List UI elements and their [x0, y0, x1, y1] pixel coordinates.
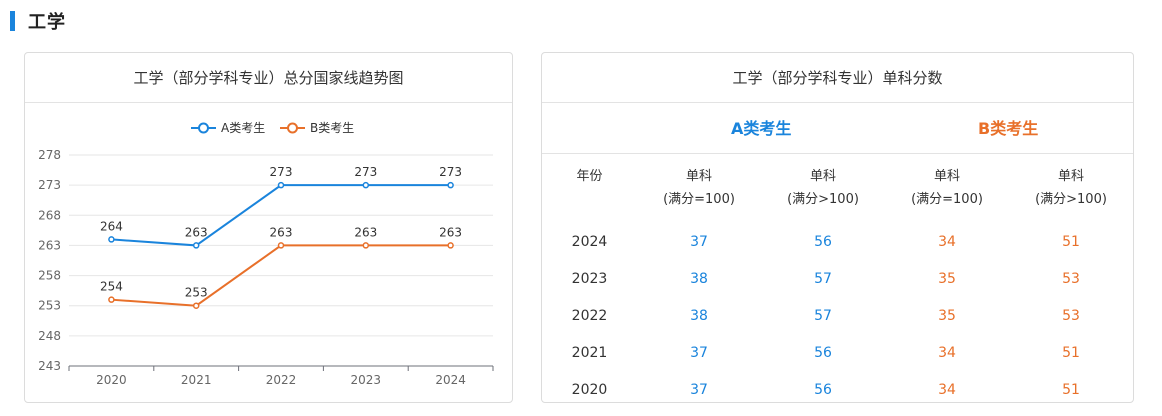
x-tick-label: 2021 — [181, 373, 212, 387]
data-point — [447, 242, 454, 249]
cell-b-over100: 53 — [1062, 270, 1080, 287]
data-label: 253 — [185, 286, 208, 300]
trend-line-chart: 243 248 253 258 263 268 273 278 2020 2021 2022 2023… — [38, 121, 494, 387]
chart-card-title: 工学（部分学科专业）总分国家线趋势图 — [25, 53, 512, 103]
cell-b-full100: 34 — [938, 381, 956, 398]
legend-label: B类考生 — [310, 121, 354, 135]
table-row: 2022 38 57 35 53 — [542, 297, 1133, 334]
data-label: 264 — [100, 219, 123, 233]
cell-a-over100: 56 — [814, 233, 832, 250]
legend-marker — [198, 122, 209, 134]
legend-label: A类考生 — [221, 121, 265, 135]
cell-a-full100: 37 — [690, 233, 708, 250]
cell-a-full100: 38 — [690, 307, 708, 324]
x-tick-label: 2024 — [435, 373, 466, 387]
data-point — [192, 302, 200, 309]
table-row: 2024 37 56 34 51 — [542, 223, 1133, 260]
y-tick-label: 243 — [38, 359, 61, 373]
y-tick-label: 273 — [38, 178, 61, 192]
cell-b-full100: 35 — [938, 307, 956, 324]
col-header-a-over100: 单科 (满分>100) — [787, 169, 859, 207]
col-header-b-full100: 单科 (满分=100) — [911, 169, 983, 207]
data-point — [108, 236, 115, 243]
cell-year: 2021 — [571, 344, 608, 361]
table-header-row: 年份 单科 (满分=100) 单科 (满分>100) 单科 (满分=100) 单科 (满… — [542, 155, 1133, 223]
group-a-header: A类考生 — [731, 119, 792, 138]
cell-b-full100: 34 — [938, 344, 956, 361]
y-tick-label: 263 — [38, 238, 61, 252]
data-point — [108, 296, 115, 303]
col-header-a-full100: 单科 (满分=100) — [663, 169, 735, 207]
cell-year: 2024 — [571, 233, 608, 250]
cell-a-full100: 37 — [690, 381, 708, 398]
cell-b-over100: 51 — [1062, 381, 1080, 398]
cell-year: 2023 — [571, 270, 608, 287]
data-label: 263 — [354, 225, 377, 239]
col-header-year: 年份 — [576, 169, 603, 184]
cell-b-full100: 34 — [938, 233, 956, 250]
y-tick-label: 278 — [38, 148, 61, 162]
table-card-title: 工学（部分学科专业）单科分数 — [542, 53, 1133, 103]
cell-b-full100: 35 — [938, 270, 956, 287]
cell-a-full100: 38 — [690, 270, 708, 287]
x-tick-label: 2023 — [351, 373, 382, 387]
cell-b-over100: 51 — [1062, 233, 1080, 250]
y-tick-label: 268 — [38, 208, 61, 222]
section-header: 工学 — [10, 10, 66, 33]
col-header-b-over100: 单科 (满分>100) — [1035, 169, 1107, 207]
table-row: 2023 38 57 35 53 — [542, 260, 1133, 297]
data-label: 263 — [270, 225, 293, 239]
x-tick-label: 2022 — [266, 373, 297, 387]
cell-a-over100: 57 — [814, 270, 832, 287]
group-b-header: B类考生 — [978, 119, 1039, 138]
cell-b-over100: 53 — [1062, 307, 1080, 324]
data-point — [192, 242, 200, 249]
data-label: 263 — [439, 225, 462, 239]
data-label: 254 — [100, 280, 123, 294]
cell-a-over100: 56 — [814, 344, 832, 361]
y-tick-label: 248 — [38, 329, 61, 343]
section-title: 工学 — [28, 12, 66, 33]
table-row: 2021 37 56 34 51 — [542, 334, 1133, 371]
table-row: 2020 37 56 34 51 — [542, 371, 1133, 402]
group-header-row — [542, 103, 1133, 154]
section-accent-bar — [10, 11, 15, 31]
trend-chart-card: 工学（部分学科专业）总分国家线趋势图 243 248 253 258 263 268 273… — [24, 52, 513, 403]
single-subject-table: 年份 单科 (满分=100) 单科 (满分>100) 单科 (满分=100) 单科 (满… — [542, 155, 1133, 402]
y-tick-label: 253 — [38, 299, 61, 313]
data-point — [362, 181, 370, 189]
single-subject-card: 工学（部分学科专业）单科分数 A类考生 B类考生 年份 单科 (满分=100) 单… — [541, 52, 1134, 403]
cell-b-over100: 51 — [1062, 344, 1080, 361]
legend-marker — [287, 122, 298, 134]
data-label: 273 — [270, 165, 293, 179]
data-point — [277, 242, 285, 249]
data-label: 263 — [185, 225, 208, 239]
cell-a-over100: 56 — [814, 381, 832, 398]
cell-year: 2022 — [571, 307, 608, 324]
x-tick-label: 2020 — [96, 373, 127, 387]
cell-year: 2020 — [571, 381, 608, 398]
data-label: 273 — [439, 165, 462, 179]
data-point — [362, 242, 370, 249]
cell-a-full100: 37 — [690, 344, 708, 361]
data-point — [277, 181, 285, 189]
data-point — [447, 181, 454, 189]
y-tick-label: 258 — [38, 269, 61, 283]
data-label: 273 — [354, 165, 377, 179]
cell-a-over100: 57 — [814, 307, 832, 324]
